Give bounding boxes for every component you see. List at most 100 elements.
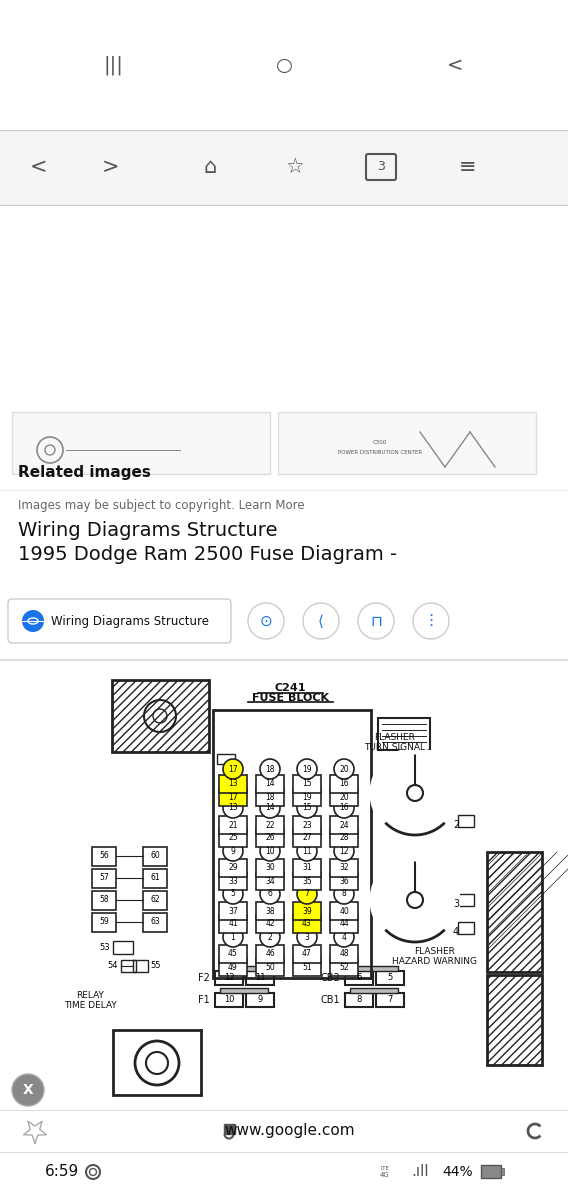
Bar <box>112 680 209 752</box>
Text: 36: 36 <box>339 876 349 886</box>
Bar <box>293 914 321 934</box>
Bar <box>256 829 284 847</box>
Text: CB1: CB1 <box>320 995 340 1006</box>
Text: ○: ○ <box>275 55 293 74</box>
Bar <box>345 971 373 985</box>
Circle shape <box>334 798 354 818</box>
Bar <box>215 971 243 985</box>
Text: 18: 18 <box>265 764 275 774</box>
Text: 3: 3 <box>453 899 459 910</box>
Bar <box>330 788 358 806</box>
Text: 52: 52 <box>339 962 349 972</box>
Text: 15: 15 <box>302 780 312 788</box>
Bar <box>330 958 358 976</box>
Text: 57: 57 <box>99 874 109 882</box>
Text: 7: 7 <box>304 889 310 899</box>
Text: 20: 20 <box>339 792 349 802</box>
Circle shape <box>413 602 449 638</box>
Bar <box>256 914 284 934</box>
Bar <box>330 859 358 877</box>
Circle shape <box>223 798 243 818</box>
Text: ☆: ☆ <box>286 157 304 176</box>
Text: 4: 4 <box>453 926 459 937</box>
Bar <box>92 869 116 888</box>
Text: C241: C241 <box>274 683 306 692</box>
Bar <box>378 718 430 750</box>
Text: >: > <box>101 157 119 176</box>
Text: 50: 50 <box>265 962 275 972</box>
Bar <box>330 872 358 890</box>
Bar <box>376 994 404 1007</box>
Text: .ıll: .ıll <box>411 1164 429 1180</box>
Text: 42: 42 <box>265 919 275 929</box>
Text: 6:59: 6:59 <box>45 1164 80 1180</box>
Text: 19: 19 <box>302 764 312 774</box>
Text: Images may be subject to copyright. Learn More: Images may be subject to copyright. Lear… <box>18 498 304 511</box>
Bar <box>121 960 136 972</box>
Circle shape <box>297 798 317 818</box>
Text: 63: 63 <box>150 918 160 926</box>
FancyBboxPatch shape <box>8 599 231 643</box>
Text: 56: 56 <box>99 852 109 860</box>
Bar <box>481 1165 501 1178</box>
Bar <box>219 914 247 934</box>
Text: 3: 3 <box>377 161 385 174</box>
Bar <box>256 872 284 890</box>
Bar <box>256 775 284 793</box>
Circle shape <box>260 926 280 947</box>
Text: 8: 8 <box>341 889 346 899</box>
Text: 2: 2 <box>453 820 459 830</box>
Bar <box>256 946 284 962</box>
Text: 6: 6 <box>268 889 273 899</box>
Text: F2: F2 <box>198 973 210 983</box>
Text: 2: 2 <box>268 932 273 942</box>
Text: 8: 8 <box>356 996 362 1004</box>
Text: 6: 6 <box>356 973 362 983</box>
Bar <box>219 829 247 847</box>
Bar <box>0 1154 568 1200</box>
Text: 16: 16 <box>339 804 349 812</box>
Text: CB2: CB2 <box>320 973 340 983</box>
Text: TIME DELAY: TIME DELAY <box>64 1001 116 1009</box>
Circle shape <box>223 758 243 779</box>
Bar <box>143 869 167 888</box>
Text: POWER DISTRIBUTION CENTER: POWER DISTRIBUTION CENTER <box>338 450 422 455</box>
Bar <box>220 966 268 971</box>
Text: 54: 54 <box>107 961 118 971</box>
Circle shape <box>297 841 317 862</box>
Text: 5: 5 <box>231 889 236 899</box>
Circle shape <box>334 926 354 947</box>
Circle shape <box>12 1074 44 1106</box>
Text: TURN SIGNAL: TURN SIGNAL <box>365 744 425 752</box>
Bar <box>12 412 270 474</box>
Text: 62: 62 <box>150 895 160 905</box>
Text: Wiring Diagrams Structure: Wiring Diagrams Structure <box>51 614 209 628</box>
FancyBboxPatch shape <box>366 154 396 180</box>
Bar <box>143 847 167 866</box>
Circle shape <box>260 798 280 818</box>
Bar <box>113 941 133 954</box>
Circle shape <box>223 926 243 947</box>
Text: 11: 11 <box>302 846 312 856</box>
Text: ⌂: ⌂ <box>203 157 216 176</box>
Text: 49: 49 <box>228 962 238 972</box>
Circle shape <box>334 758 354 779</box>
Bar <box>256 859 284 877</box>
Text: 38: 38 <box>265 906 275 916</box>
Bar <box>501 1168 504 1175</box>
Bar <box>330 829 358 847</box>
Bar <box>458 922 474 934</box>
Circle shape <box>334 841 354 862</box>
Bar <box>219 872 247 890</box>
Text: FUSE BLOCK: FUSE BLOCK <box>252 692 328 703</box>
Bar <box>217 754 235 764</box>
Text: 60: 60 <box>150 852 160 860</box>
Text: HAZARD WARNING: HAZARD WARNING <box>392 958 478 966</box>
Circle shape <box>303 602 339 638</box>
Text: 37: 37 <box>228 906 238 916</box>
Text: 15: 15 <box>302 804 312 812</box>
Text: 22: 22 <box>265 821 275 829</box>
Bar <box>0 1110 568 1152</box>
Bar <box>215 994 243 1007</box>
Bar <box>92 890 116 910</box>
